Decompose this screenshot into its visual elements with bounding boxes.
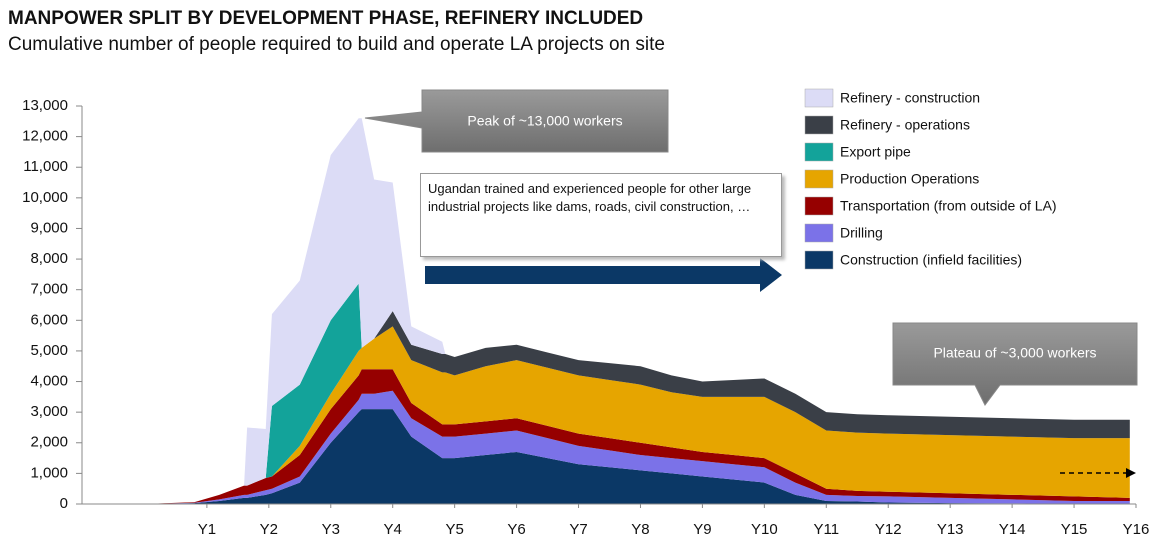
plateau-annotation: Plateau of ~3,000 workers — [933, 345, 1096, 361]
legend-label: Transportation (from outside of LA) — [840, 198, 1057, 214]
x-tick-label: Y16 — [1123, 521, 1150, 538]
x-tick-label: Y4 — [384, 521, 402, 538]
legend-swatch — [804, 88, 834, 108]
y-tick-label: 6,000 — [30, 311, 68, 328]
x-tick-label: Y3 — [322, 521, 340, 538]
legend-swatch — [804, 169, 834, 189]
area — [144, 369, 1130, 504]
peak-callout-box — [364, 89, 669, 153]
callout-annotation: Ugandan trained and experienced people f… — [420, 173, 782, 257]
arrow — [425, 258, 782, 292]
legend-label: Refinery - construction — [840, 90, 980, 106]
area — [144, 409, 1130, 504]
area — [144, 326, 1130, 504]
y-tick-label: 4,000 — [30, 373, 68, 390]
y-tick-label: 9,000 — [30, 219, 68, 236]
y-tick-label: 11,000 — [23, 158, 68, 175]
y-tick-label: 3,000 — [30, 403, 68, 420]
y-tick-label: 0 — [60, 495, 68, 512]
legend-label: Export pipe — [840, 144, 911, 160]
legend-swatch — [804, 223, 834, 243]
x-tick-label: Y11 — [814, 521, 840, 538]
chart-title: MANPOWER SPLIT BY DEVELOPMENT PHASE, REF… — [8, 8, 644, 29]
legend-swatch — [804, 142, 834, 162]
x-tick-label: Y1 — [198, 521, 216, 538]
x-tick-label: Y7 — [569, 521, 587, 538]
legend-label: Drilling — [840, 225, 883, 241]
legend-label: Production Operations — [840, 171, 979, 187]
chart-subtitle: Cumulative number of people required to … — [8, 34, 665, 55]
dashed-arrow-head — [1126, 468, 1136, 478]
x-tick-label: Y6 — [507, 521, 525, 538]
x-tick-label: Y2 — [260, 521, 278, 538]
x-tick-label: Y8 — [631, 521, 649, 538]
peak-annotation: Peak of ~13,000 workers — [467, 113, 622, 129]
y-tick-label: 2,000 — [30, 434, 68, 451]
legend-swatch — [804, 250, 834, 270]
x-tick-label: Y5 — [445, 521, 463, 538]
x-tick-label: Y12 — [875, 521, 902, 538]
y-tick-label: 13,000 — [22, 97, 68, 114]
y-tick-label: 1,000 — [30, 464, 68, 481]
legend-swatch — [804, 196, 834, 216]
y-tick-label: 8,000 — [30, 250, 68, 267]
x-tick-label: Y15 — [1061, 521, 1088, 538]
legend-label: Refinery - operations — [840, 117, 970, 133]
x-tick-label: Y13 — [937, 521, 964, 538]
legend-label: Construction (infield facilities) — [840, 252, 1022, 268]
y-tick-label: 12,000 — [22, 128, 68, 145]
area — [144, 118, 1130, 504]
legend-swatch — [804, 115, 834, 135]
x-tick-label: Y9 — [693, 521, 711, 538]
plateau-callout-box — [892, 322, 1138, 406]
y-tick-label: 10,000 — [22, 189, 68, 206]
x-tick-label: Y10 — [751, 521, 778, 538]
y-tick-label: 7,000 — [30, 281, 68, 298]
y-tick-label: 5,000 — [30, 342, 68, 359]
x-tick-label: Y14 — [999, 521, 1026, 538]
